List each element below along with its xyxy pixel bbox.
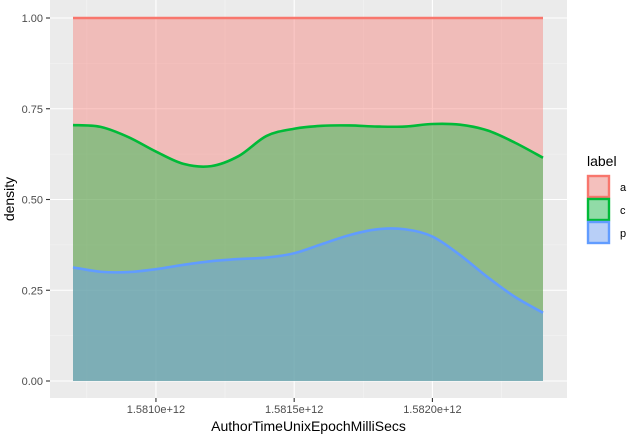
y-tick-label: 0.75 — [22, 104, 43, 116]
density-areas — [73, 18, 543, 381]
legend-label-a: a — [620, 182, 627, 194]
area-c — [73, 123, 543, 381]
x-axis: 1.5810e+12 1.5815e+12 1.5820e+12 — [127, 398, 462, 416]
y-tick-label: 0.25 — [22, 285, 43, 297]
legend-key-bg — [587, 175, 610, 198]
x-axis-title: AuthorTimeUnixEpochMilliSecs — [211, 418, 406, 434]
legend-key-c — [586, 197, 611, 222]
x-tick-label: 1.5820e+12 — [403, 404, 461, 416]
legend-key-a — [586, 174, 611, 199]
y-axis: 0.00 0.25 0.50 0.75 1.00 — [22, 13, 50, 388]
area-p — [73, 228, 543, 381]
y-tick-label: 1.00 — [22, 13, 43, 25]
legend-label-p: p — [620, 228, 626, 240]
y-axis-title: density — [1, 177, 17, 221]
legend-label-c: c — [620, 205, 626, 217]
line-c — [72, 122, 544, 168]
legend: label acp — [586, 153, 627, 245]
x-tick-label: 1.5810e+12 — [127, 404, 185, 416]
line-p — [72, 227, 544, 314]
y-tick-label: 0.00 — [22, 376, 43, 388]
legend-key-p — [586, 220, 611, 245]
legend-title: label — [587, 153, 617, 169]
legend-key-bg — [587, 198, 610, 221]
grid-lines — [50, 0, 567, 398]
x-tick-label: 1.5815e+12 — [265, 404, 323, 416]
area-a — [73, 18, 543, 381]
y-tick-label: 0.50 — [22, 195, 43, 207]
legend-key-bg — [587, 221, 610, 244]
density-lines — [72, 16, 544, 314]
